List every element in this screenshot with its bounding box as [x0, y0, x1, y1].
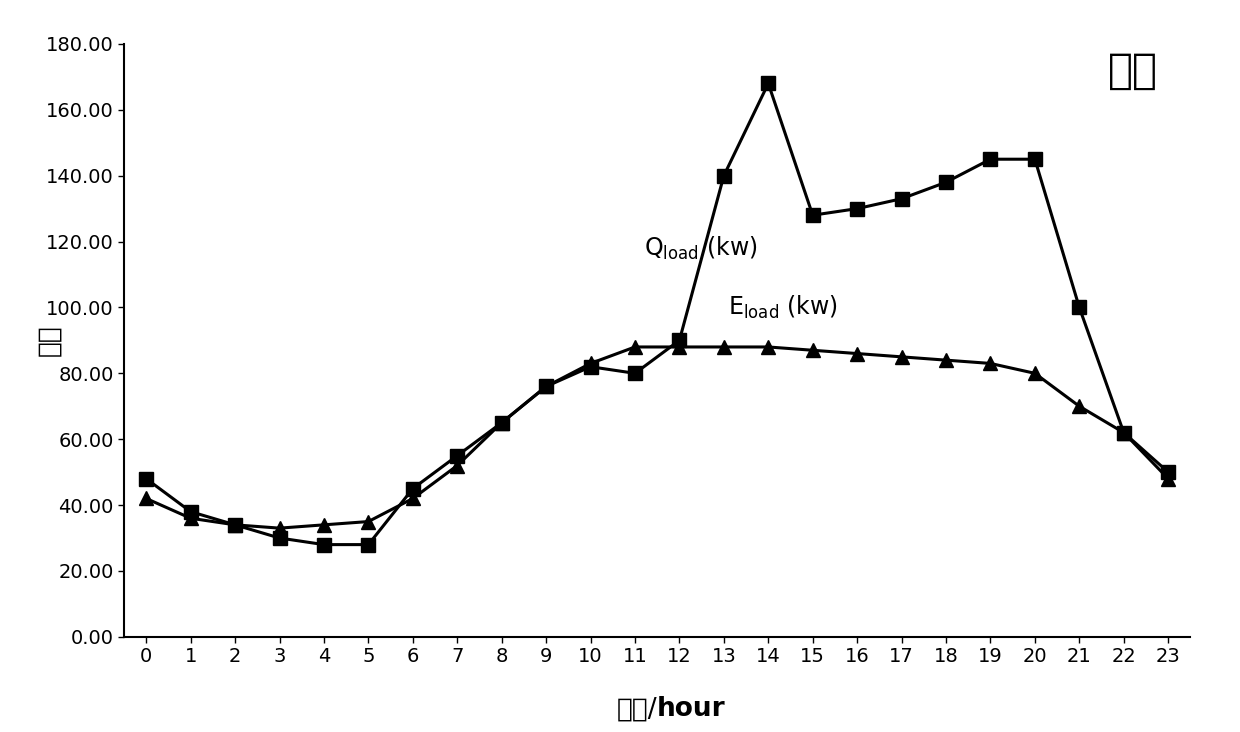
Text: 功率: 功率: [36, 324, 62, 356]
Text: $\mathrm{Q_{load}}$ (kw): $\mathrm{Q_{load}}$ (kw): [644, 234, 758, 262]
Text: 时间/: 时间/: [616, 696, 657, 722]
Text: $\mathrm{E_{load}}$ (kw): $\mathrm{E_{load}}$ (kw): [728, 294, 838, 321]
Text: 夏季: 夏季: [1109, 50, 1158, 92]
Text: hour: hour: [657, 696, 725, 722]
